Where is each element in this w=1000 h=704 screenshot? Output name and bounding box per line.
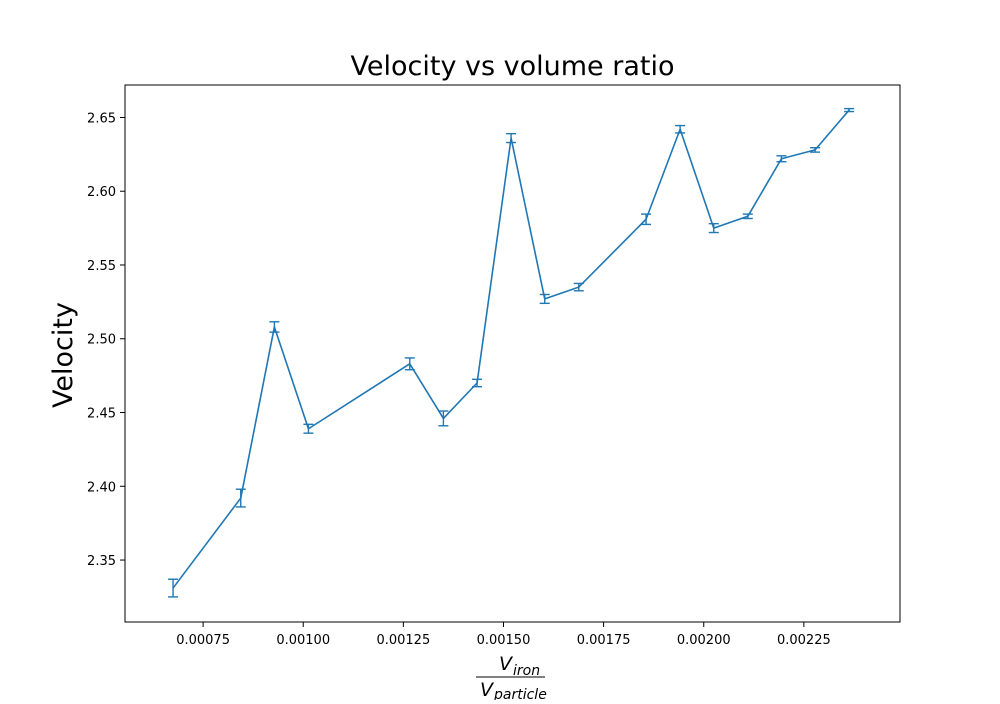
y-axis-label: Velocity <box>48 302 79 408</box>
x-tick-label: 0.00075 <box>176 633 230 648</box>
y-tick-label: 2.50 <box>87 333 116 348</box>
x-label-denominator-sub: particle <box>493 687 547 700</box>
plot-frame <box>124 84 901 623</box>
chart-title: Velocity vs volume ratio <box>351 51 675 82</box>
x-tick-label: 0.00125 <box>376 633 430 648</box>
series-line <box>172 109 850 589</box>
y-tick-label: 2.65 <box>87 111 116 126</box>
x-tick-label: 0.00225 <box>777 633 831 648</box>
x-label-denominator: V <box>480 679 495 700</box>
y-tick-label: 2.55 <box>87 259 116 274</box>
x-label-numerator-sub: iron <box>513 663 540 679</box>
y-tick-label: 2.35 <box>87 554 116 569</box>
x-tick-label: 0.00175 <box>577 633 631 648</box>
plot-area: 0.00075 0.00100 0.00125 0.00150 0.00175 0.002… <box>87 84 901 648</box>
x-tick-label: 0.00200 <box>677 633 731 648</box>
y-tick-label: 2.40 <box>87 480 116 495</box>
x-axis-label: V iron V particle <box>476 653 547 703</box>
x-label-numerator: V <box>499 653 514 675</box>
x-label-numerator-base: V <box>499 653 514 675</box>
y-tick-label: 2.45 <box>87 407 116 422</box>
x-label-denominator-base: V <box>480 679 495 700</box>
x-tick-label: 0.00150 <box>477 633 531 648</box>
x-tick-label: 0.00100 <box>276 633 330 648</box>
y-tick-label: 2.60 <box>87 185 116 200</box>
